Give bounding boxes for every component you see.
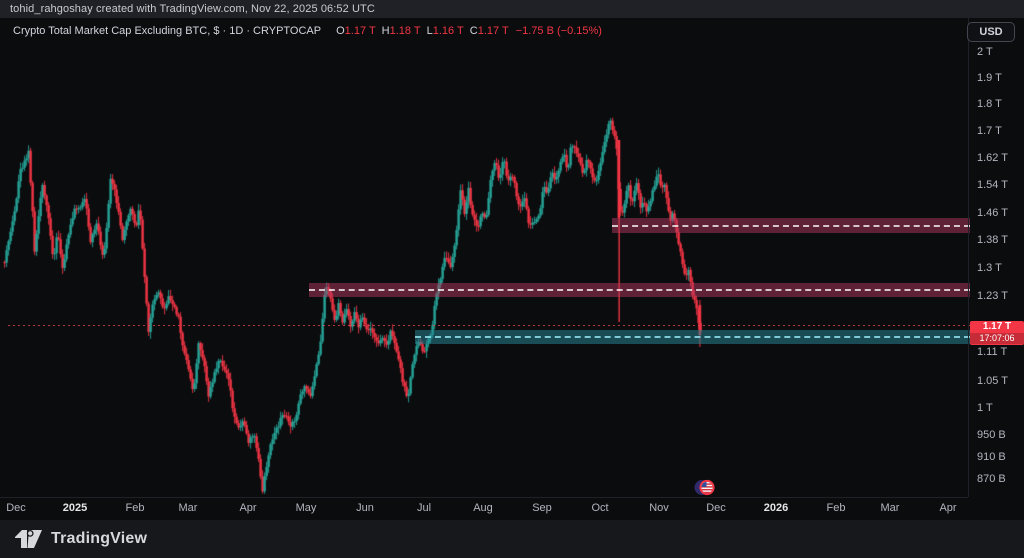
attribution-text: tohid_rahgoshay created with TradingView…	[10, 3, 375, 15]
price-axis[interactable]: 1.17 T 17:07:06 2 T 1.9 T 1.8 T 1.7 T 1.62 T…	[968, 18, 1024, 497]
demand-zone-midline	[415, 336, 970, 338]
bar-countdown: 17:07:06	[970, 333, 1024, 344]
price-tick: 1.05 T	[977, 375, 1008, 387]
low-label: L	[426, 25, 433, 38]
symbol-legend: Crypto Total Market Cap Excluding BTC, $…	[13, 25, 602, 37]
supply-zone-lower[interactable]	[309, 283, 970, 297]
open-value: 1.17 T	[344, 25, 376, 38]
previous-close-line	[8, 325, 970, 326]
price-tick: 1.54 T	[977, 179, 1008, 191]
low-value: 1.16 T	[432, 25, 464, 38]
price-tick: 1.7 T	[977, 125, 1002, 137]
price-tick: 1 T	[977, 402, 993, 414]
time-tick-month: Sep	[532, 502, 552, 514]
footer-bar: TradingView	[0, 520, 1024, 558]
time-tick-month: May	[295, 502, 317, 514]
current-price-value: 1.17 T	[982, 321, 1012, 332]
time-tick-month: Dec	[706, 502, 726, 514]
time-tick-month: Mar	[178, 502, 198, 514]
close-value: 1.17 T	[477, 25, 509, 38]
supply-zone-upper-midline	[612, 224, 970, 227]
price-tick: 1.11 T	[977, 346, 1008, 358]
price-tick: 1.3 T	[977, 262, 1002, 274]
tradingview-brand-link[interactable]: TradingView	[14, 529, 147, 549]
time-tick-month: Apr	[939, 502, 957, 514]
us-flag-icon	[699, 479, 715, 496]
oct-crash-wick-line	[619, 140, 620, 322]
time-tick-month: Mar	[880, 502, 900, 514]
time-tick-month: Nov	[649, 502, 669, 514]
time-tick-month: Jun	[356, 502, 374, 514]
price-tick: 950 B	[977, 429, 1006, 441]
symbol-title[interactable]: Crypto Total Market Cap Excluding BTC, $…	[13, 25, 322, 38]
price-tick: 1.9 T	[977, 72, 1002, 84]
time-tick-month: Feb	[125, 502, 145, 514]
time-tick-month: Aug	[473, 502, 493, 514]
currency-usd-button[interactable]: USD	[967, 22, 1015, 42]
price-tick: 1.62 T	[977, 152, 1008, 164]
close-label: C	[469, 25, 478, 38]
high-label: H	[381, 25, 390, 38]
high-value: 1.18 T	[389, 25, 421, 38]
price-tick: 1.46 T	[977, 207, 1008, 219]
time-tick-year: 2026	[763, 502, 789, 514]
price-tick: 870 B	[977, 473, 1006, 485]
price-tick: 1.38 T	[977, 234, 1008, 246]
time-tick-month: Jul	[416, 502, 432, 514]
change-value: −1.75 B (−0.15%)	[515, 25, 602, 38]
time-tick-month: Apr	[239, 502, 257, 514]
attribution-bar: tohid_rahgoshay created with TradingView…	[0, 0, 1024, 18]
price-tick: 1.8 T	[977, 98, 1002, 110]
price-tick: 1.23 T	[977, 290, 1008, 302]
price-tick: 2 T	[977, 46, 993, 58]
supply-zone-lower-midline	[309, 289, 970, 291]
time-tick-month: Dec	[6, 502, 26, 514]
candlestick-chart-canvas[interactable]	[0, 18, 968, 497]
economic-event-badge[interactable]	[694, 478, 716, 497]
current-price-label: 1.17 T 17:07:06	[970, 321, 1024, 345]
tradingview-brand-text: TradingView	[51, 530, 148, 547]
tradingview-logo-icon	[15, 530, 42, 548]
demand-zone[interactable]	[415, 330, 970, 344]
open-label: O	[336, 25, 345, 38]
time-tick-year: 2025	[62, 502, 88, 514]
time-tick-month: Oct	[591, 502, 609, 514]
chart-panel: Crypto Total Market Cap Excluding BTC, $…	[0, 18, 1024, 520]
supply-zone-upper[interactable]	[612, 218, 970, 233]
price-tick: 910 B	[977, 451, 1006, 463]
time-axis[interactable]: Dec 2025 Feb Mar Apr May Jun Jul Aug Sep Oct Nov Dec…	[0, 497, 968, 520]
time-tick-month: Feb	[826, 502, 846, 514]
